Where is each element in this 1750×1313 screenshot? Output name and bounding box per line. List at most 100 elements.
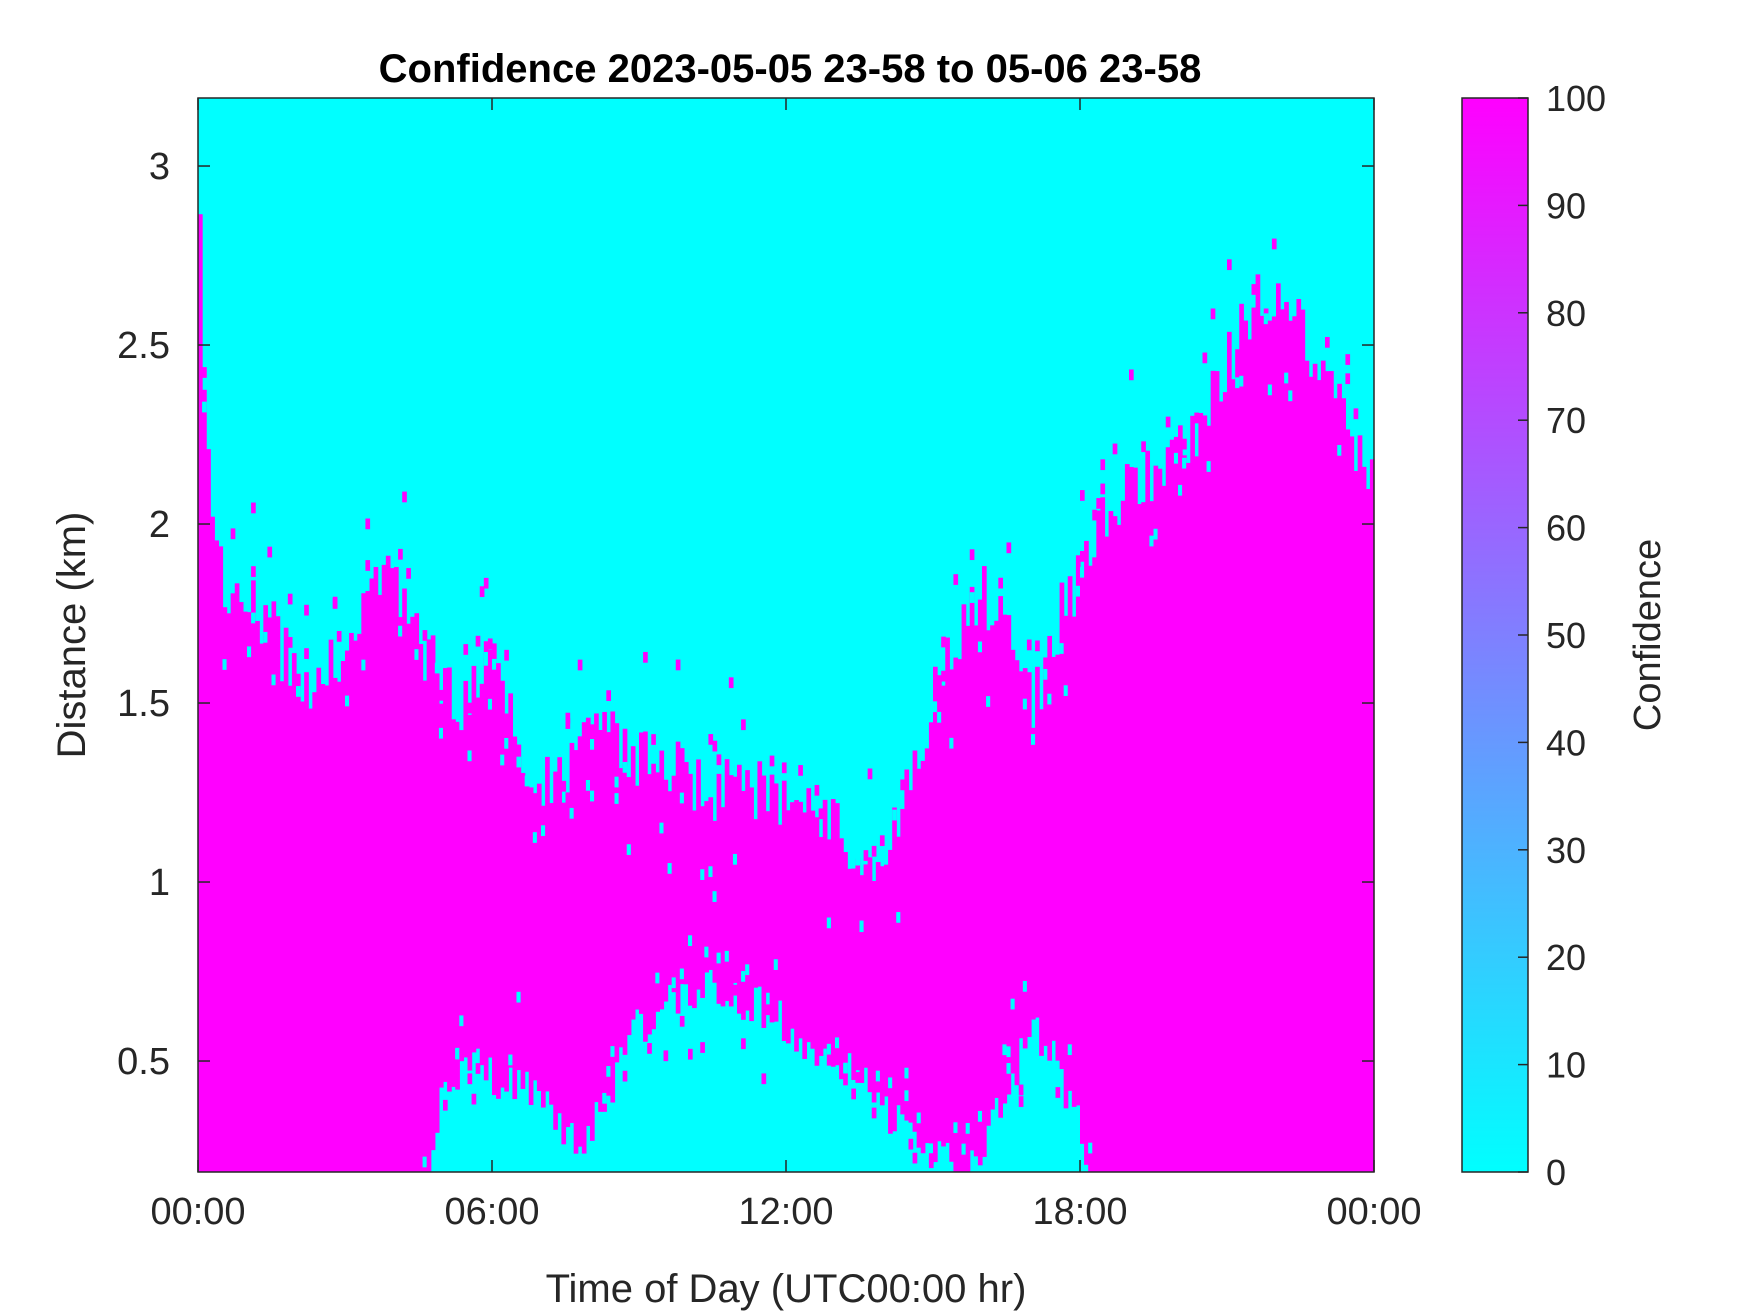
heatmap-cell-high [924, 748, 930, 1144]
heatmap-cell-high [643, 731, 648, 1042]
heatmap-cell-high [365, 591, 371, 1172]
x-tick-label: 00:00 [1326, 1191, 1421, 1233]
heatmap-cell-speckle [332, 596, 338, 608]
heatmap-cell-speckle [688, 1048, 693, 1060]
heatmap-cell-speckle [904, 1067, 910, 1079]
heatmap-cell-speckle [818, 808, 824, 820]
heatmap-cell-high [316, 667, 322, 1172]
heatmap-cell-speckle [1067, 1044, 1073, 1056]
heatmap-cell-speckle [267, 546, 273, 558]
heatmap-cell-speckle [1178, 484, 1183, 496]
heatmap-cell-high [312, 692, 318, 1172]
heatmap-cell-high [908, 790, 914, 1123]
heatmap-cell-high [769, 774, 775, 1023]
heatmap-cell-high [1178, 425, 1183, 1173]
heatmap-cell-speckle [851, 1088, 857, 1100]
colorbar-tick-label: 20 [1546, 937, 1586, 978]
heatmap-cell-high [920, 760, 926, 1154]
heatmap-cell-high [688, 773, 693, 1006]
heatmap-cell-speckle [773, 959, 779, 970]
heatmap-cell-high [336, 681, 342, 1172]
heatmap-cell-speckle [879, 835, 885, 847]
heatmap-cell-high [1026, 672, 1032, 1037]
heatmap-cell-speckle [941, 670, 946, 682]
heatmap-cell-high [1108, 511, 1114, 1172]
heatmap-cell-high [385, 555, 391, 1172]
heatmap-cell-speckle [304, 648, 309, 659]
heatmap-cell-speckle [614, 793, 620, 804]
colorbar-tick-label: 100 [1546, 78, 1606, 119]
heatmap-cell-speckle [1222, 381, 1228, 393]
heatmap-cell-speckle [871, 1107, 877, 1119]
heatmap-cell-high [532, 793, 538, 1081]
heatmap-cell-speckle [741, 971, 746, 982]
heatmap-cell-high [781, 780, 787, 1042]
heatmap-cell-high [737, 764, 742, 1014]
heatmap-cell-speckle [871, 845, 877, 857]
heatmap-cell-high [647, 774, 652, 1035]
heatmap-cell-speckle [626, 844, 632, 855]
heatmap-cell-high [933, 666, 938, 1163]
heatmap-cell-high [541, 805, 546, 1108]
heatmap-cell-high [210, 516, 215, 1172]
heatmap-cell-speckle [859, 921, 865, 933]
heatmap-cell-high [1202, 415, 1208, 1173]
heatmap-cell-speckle [875, 1070, 881, 1082]
heatmap-cell-high [516, 744, 522, 1071]
heatmap-cell-speckle [1026, 639, 1032, 651]
heatmap-cell-high [1129, 467, 1134, 1172]
heatmap-cell-high [1182, 455, 1187, 1172]
heatmap-cell-high [1247, 339, 1253, 1172]
heatmap-cell-speckle [1263, 313, 1269, 325]
heatmap-cell-speckle [965, 1123, 971, 1134]
heatmap-cell-high [957, 659, 963, 1172]
heatmap-cell-speckle [986, 696, 991, 707]
heatmap-cell-high [610, 711, 616, 1103]
heatmap-cell-high [1251, 307, 1257, 1172]
heatmap-cell-high [732, 776, 738, 983]
axes: 00:00 06:00 12:00 18:00 00:00 0.5 1 1.5 2 2.5 3 [117, 98, 1422, 1233]
heatmap-cell-speckle [977, 1110, 983, 1122]
heatmap-cell-high [704, 801, 710, 973]
heatmap-cell-speckle [663, 1050, 669, 1062]
heatmap-cell-high [1308, 376, 1314, 1172]
heatmap-cell-high [1353, 470, 1359, 1173]
heatmap-cell-high [594, 713, 599, 1103]
heatmap-cell-high [581, 722, 587, 1154]
heatmap-cell-high [606, 732, 612, 1096]
heatmap-cell-high [573, 750, 579, 1154]
heatmap-cell-speckle [1092, 509, 1097, 521]
heatmap-cell-high [1349, 436, 1355, 1172]
heatmap-cell-speckle [479, 586, 485, 598]
heatmap-cell-high [1133, 467, 1138, 1172]
heatmap-cell-high [994, 620, 999, 1098]
heatmap-cell-high [1165, 447, 1171, 1173]
heatmap-cell-high [1210, 370, 1216, 1172]
heatmap-cell-high [463, 680, 469, 1058]
heatmap-cell-speckle [667, 863, 673, 874]
heatmap-cell-speckle [1096, 498, 1102, 509]
heatmap-cell-speckle [855, 854, 861, 866]
heatmap-cell-high [618, 768, 624, 1048]
heatmap-cell-speckle [732, 853, 738, 865]
heatmap-cell-speckle [728, 677, 734, 689]
heatmap-cell-high [790, 802, 795, 1029]
heatmap-cell-speckle [1022, 698, 1028, 710]
heatmap-cell-high [267, 617, 273, 1172]
heatmap-cell-high [639, 732, 644, 1014]
heatmap-cell-high [1112, 516, 1118, 1172]
heatmap-cell-high [614, 723, 620, 1063]
heatmap-cell-high [287, 685, 293, 1172]
heatmap-cell-high [308, 708, 313, 1172]
heatmap-cell-high [418, 643, 424, 1172]
heatmap-cell-high [773, 783, 779, 1022]
heatmap-cell-high [1084, 540, 1089, 1165]
heatmap-cell-speckle [1035, 640, 1040, 652]
heatmap-cell-high [345, 650, 350, 1172]
heatmap-cell-speckle [1129, 369, 1134, 381]
heatmap-cell-speckle [1202, 352, 1208, 364]
heatmap-cell-high [830, 799, 836, 1067]
heatmap-cell-speckle [700, 869, 705, 880]
heatmap-cell-high [230, 593, 236, 1172]
x-tick-label: 06:00 [444, 1191, 539, 1233]
